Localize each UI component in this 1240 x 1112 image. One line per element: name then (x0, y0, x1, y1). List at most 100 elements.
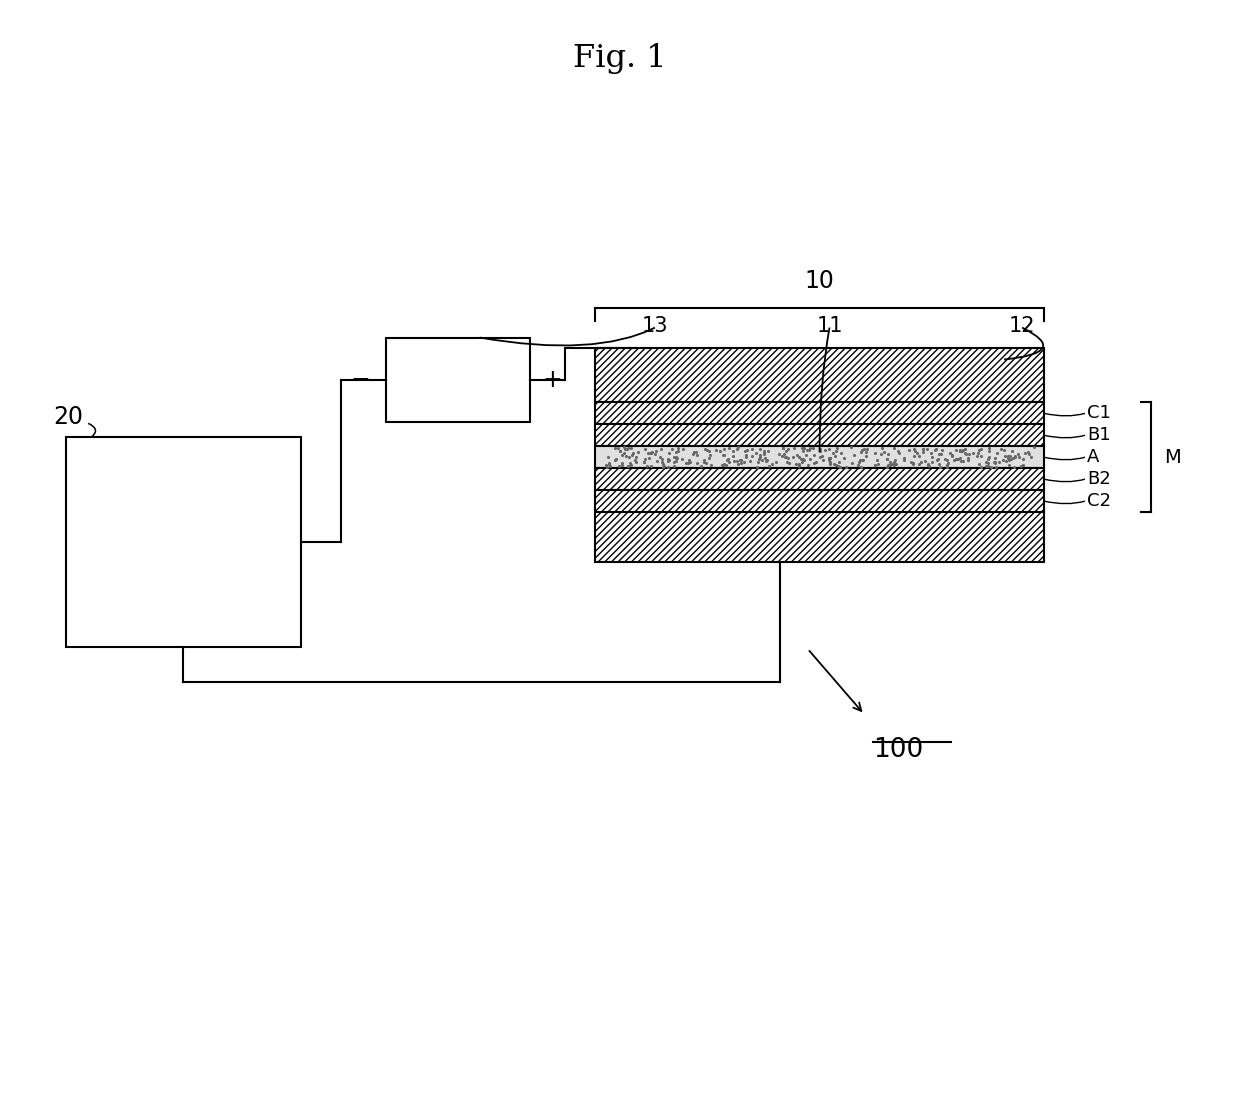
Point (635, 453, 655, 470)
Point (696, 455, 715, 473)
Point (866, 445, 885, 463)
Point (615, 447, 635, 465)
Point (949, 450, 968, 468)
Point (666, 451, 686, 469)
Point (1014, 444, 1034, 461)
Point (952, 441, 972, 459)
Point (758, 451, 777, 469)
Point (857, 439, 877, 457)
Point (848, 456, 868, 474)
Point (748, 458, 768, 476)
Point (978, 448, 998, 466)
Point (971, 458, 991, 476)
Point (950, 449, 970, 467)
Point (792, 453, 812, 470)
Text: 10: 10 (805, 269, 835, 292)
Point (913, 440, 932, 458)
Point (641, 457, 661, 475)
Point (776, 448, 796, 466)
Point (951, 441, 971, 459)
Point (627, 444, 647, 461)
Bar (595, 348, 1044, 403)
Point (706, 441, 725, 459)
Point (667, 449, 687, 467)
Point (978, 450, 998, 468)
Text: 11: 11 (816, 316, 843, 336)
Point (646, 441, 666, 459)
Point (618, 440, 637, 458)
Point (779, 440, 799, 458)
Point (931, 445, 951, 463)
Point (728, 438, 748, 456)
Bar (595, 468, 1044, 490)
Point (606, 450, 626, 468)
Point (686, 444, 706, 461)
Point (980, 443, 999, 460)
Point (854, 440, 874, 458)
Point (921, 445, 941, 463)
Point (610, 441, 630, 459)
Point (618, 457, 637, 475)
Point (941, 446, 961, 464)
Point (728, 455, 748, 473)
Point (598, 458, 618, 476)
Text: C2: C2 (1087, 493, 1111, 510)
Point (985, 449, 1004, 467)
Point (652, 458, 672, 476)
Point (748, 454, 768, 471)
Text: A: A (1087, 448, 1100, 466)
Point (930, 458, 950, 476)
Point (1021, 448, 1040, 466)
Point (784, 448, 804, 466)
Point (728, 440, 748, 458)
Point (970, 455, 990, 473)
Point (694, 440, 714, 458)
Point (750, 446, 770, 464)
Point (730, 451, 750, 469)
Point (836, 458, 856, 476)
Point (946, 450, 966, 468)
Point (849, 450, 869, 468)
Point (903, 455, 923, 473)
Point (889, 444, 909, 461)
Point (645, 445, 665, 463)
Point (680, 454, 699, 471)
Text: −: − (351, 368, 371, 391)
Point (794, 451, 813, 469)
Point (723, 441, 743, 459)
Point (754, 445, 774, 463)
Bar (595, 403, 1044, 425)
Point (683, 444, 703, 461)
Text: Fig. 1: Fig. 1 (573, 42, 667, 73)
Point (894, 451, 914, 469)
Point (804, 455, 823, 473)
Point (724, 451, 744, 469)
Point (903, 454, 923, 471)
Point (600, 457, 620, 475)
Point (713, 456, 733, 474)
Point (666, 443, 686, 460)
Point (985, 454, 1004, 471)
Point (937, 456, 957, 474)
Text: M: M (1164, 448, 1180, 467)
Point (769, 445, 789, 463)
Point (1009, 448, 1029, 466)
Point (665, 457, 684, 475)
Point (749, 450, 769, 468)
Point (619, 448, 639, 466)
Point (998, 450, 1018, 468)
Point (641, 445, 661, 463)
Point (746, 444, 766, 461)
Point (882, 455, 901, 473)
Point (967, 447, 987, 465)
Point (816, 441, 836, 459)
Point (714, 455, 734, 473)
Point (610, 457, 630, 475)
Point (955, 440, 975, 458)
Point (939, 454, 959, 471)
Point (835, 449, 854, 467)
Point (796, 446, 816, 464)
Point (818, 449, 838, 467)
Point (962, 445, 982, 463)
Point (900, 453, 920, 470)
